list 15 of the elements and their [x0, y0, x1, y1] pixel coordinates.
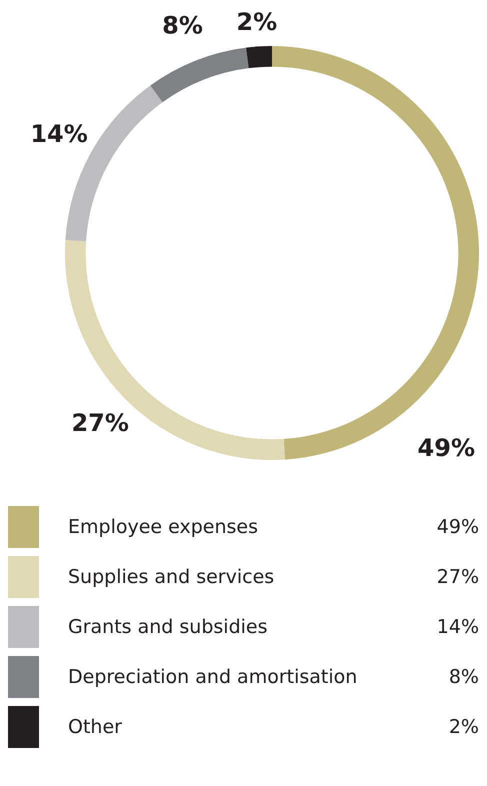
data-label: 2%: [236, 8, 278, 36]
data-label: 8%: [162, 11, 203, 40]
legend-label: Employee expenses: [68, 516, 260, 538]
text: 2%: [448, 716, 479, 738]
data-label: 49%: [418, 434, 476, 462]
legend-label: Other: [68, 716, 123, 738]
text: 14%: [436, 616, 479, 638]
text: 27%: [436, 566, 479, 588]
data-label: 27%: [71, 409, 129, 438]
legend-label: Supplies and services: [68, 566, 276, 588]
text: 8%: [448, 666, 479, 688]
legend-label: Grants and subsidies: [68, 616, 268, 638]
legend-label: Depreciation and amortisation: [68, 666, 358, 688]
data-label: 14%: [30, 120, 88, 148]
text: 49%: [436, 516, 479, 538]
